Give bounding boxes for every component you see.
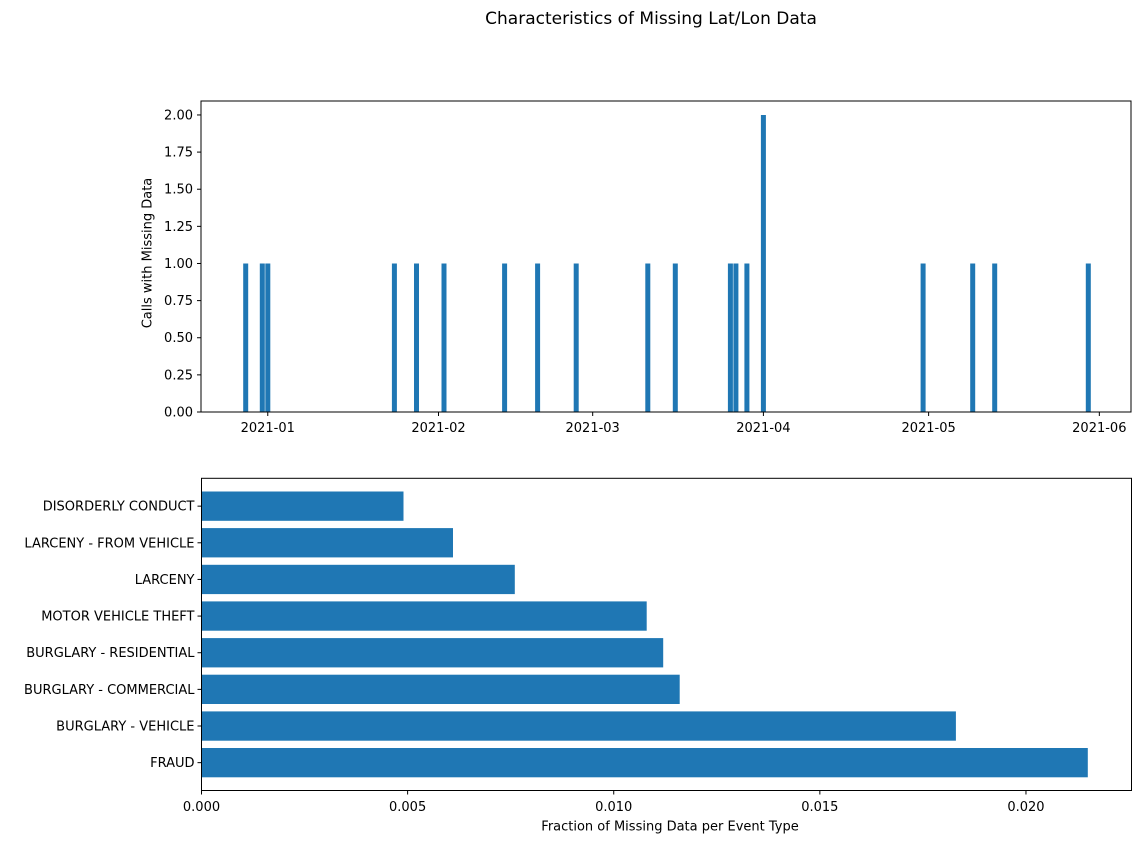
x-tick-label: 2021-05 bbox=[901, 421, 955, 436]
bar-2021-02-13 bbox=[502, 263, 508, 412]
hbar-burglary-residential bbox=[201, 638, 664, 668]
hbar-burglary-vehicle bbox=[201, 711, 956, 741]
bar-2021-03-29 bbox=[744, 263, 750, 412]
figure-title: Characteristics of Missing Lat/Lon Data bbox=[485, 9, 817, 29]
category-label: LARCENY bbox=[135, 573, 195, 588]
bar-2021-04-01 bbox=[760, 115, 766, 412]
hbar-disorderly-conduct bbox=[201, 491, 404, 521]
category-label: LARCENY - FROM VEHICLE bbox=[24, 536, 194, 551]
bar-2021-04-30 bbox=[920, 263, 926, 412]
bar-2020-12-31 bbox=[259, 263, 265, 412]
y-tick-label: 1.50 bbox=[164, 183, 193, 198]
bar-2021-01-28 bbox=[414, 263, 419, 412]
bar-2021-02-19 bbox=[535, 263, 541, 412]
x-tick-label: 2021-02 bbox=[411, 421, 465, 436]
y-tick-label: 2.00 bbox=[164, 108, 193, 123]
x-tick-label: 2021-01 bbox=[241, 421, 295, 436]
bar-2021-01-24 bbox=[391, 263, 397, 412]
x-tick-label: 0.015 bbox=[801, 800, 838, 815]
calls-with-missing-data-timeseries-chart: 2021-01 2021-02 2021-03 2021-04 2021-05 2021-… bbox=[164, 100, 1132, 436]
y-tick-label: 0.00 bbox=[164, 406, 193, 421]
y-tick-label: 0.75 bbox=[164, 294, 193, 309]
x-tick-label: 0.005 bbox=[389, 800, 426, 815]
bar-2021-03-11 bbox=[645, 263, 651, 412]
bar-2021-05-30 bbox=[1085, 263, 1091, 412]
x-tick-label: 2021-04 bbox=[736, 421, 790, 436]
hbar-fraud bbox=[201, 748, 1088, 778]
category-label: BURGLARY - COMMERCIAL bbox=[24, 683, 195, 698]
hbar-larceny-from-vehicle bbox=[201, 528, 453, 558]
category-label: BURGLARY - RESIDENTIAL bbox=[26, 646, 195, 661]
x-tick-label: 0.000 bbox=[183, 800, 220, 815]
axes-spines bbox=[200, 100, 1132, 413]
bar-2021-05-09 bbox=[970, 263, 976, 412]
category-label: BURGLARY - VEHICLE bbox=[56, 720, 194, 735]
x-tick-label: 2021-03 bbox=[566, 421, 620, 436]
category-label: MOTOR VEHICLE THEFT bbox=[41, 610, 194, 625]
category-label: FRAUD bbox=[150, 756, 194, 771]
bar-2021-03-26 bbox=[727, 263, 733, 412]
y-tick-label: 0.25 bbox=[164, 368, 193, 383]
x-tick-label: 0.020 bbox=[1007, 800, 1044, 815]
hbar-larceny bbox=[201, 564, 515, 595]
bar-2021-02-26 bbox=[573, 263, 579, 412]
x-tick-label: 2021-06 bbox=[1072, 421, 1126, 436]
y-tick-label: 1.75 bbox=[164, 146, 193, 161]
y-tick-label: 0.50 bbox=[164, 331, 193, 346]
y-tick-label: 1.00 bbox=[164, 257, 193, 272]
y-tick-label: 1.25 bbox=[164, 220, 193, 235]
axes-spines bbox=[201, 477, 1132, 792]
hbar-burglary-commercial bbox=[201, 674, 680, 704]
bottom-chart-x-axis-label: Fraction of Missing Data per Event Type bbox=[541, 819, 799, 835]
bar-2021-03-16 bbox=[672, 263, 678, 412]
bar-2021-02-02 bbox=[441, 263, 447, 412]
hbar-motor-vehicle-theft bbox=[201, 601, 647, 631]
bar-2021-03-27 bbox=[733, 263, 739, 412]
x-tick-label: 0.010 bbox=[595, 800, 632, 815]
missing-fraction-by-event-type-chart: DISORDERLY CONDUCT LARCENY - FROM VEHICLE… bbox=[24, 477, 1132, 815]
bar-2020-12-28 bbox=[243, 263, 249, 412]
category-label: DISORDERLY CONDUCT bbox=[43, 500, 195, 515]
bar-2021-05-13 bbox=[992, 263, 998, 412]
bar-2021-01-01 bbox=[265, 263, 271, 412]
